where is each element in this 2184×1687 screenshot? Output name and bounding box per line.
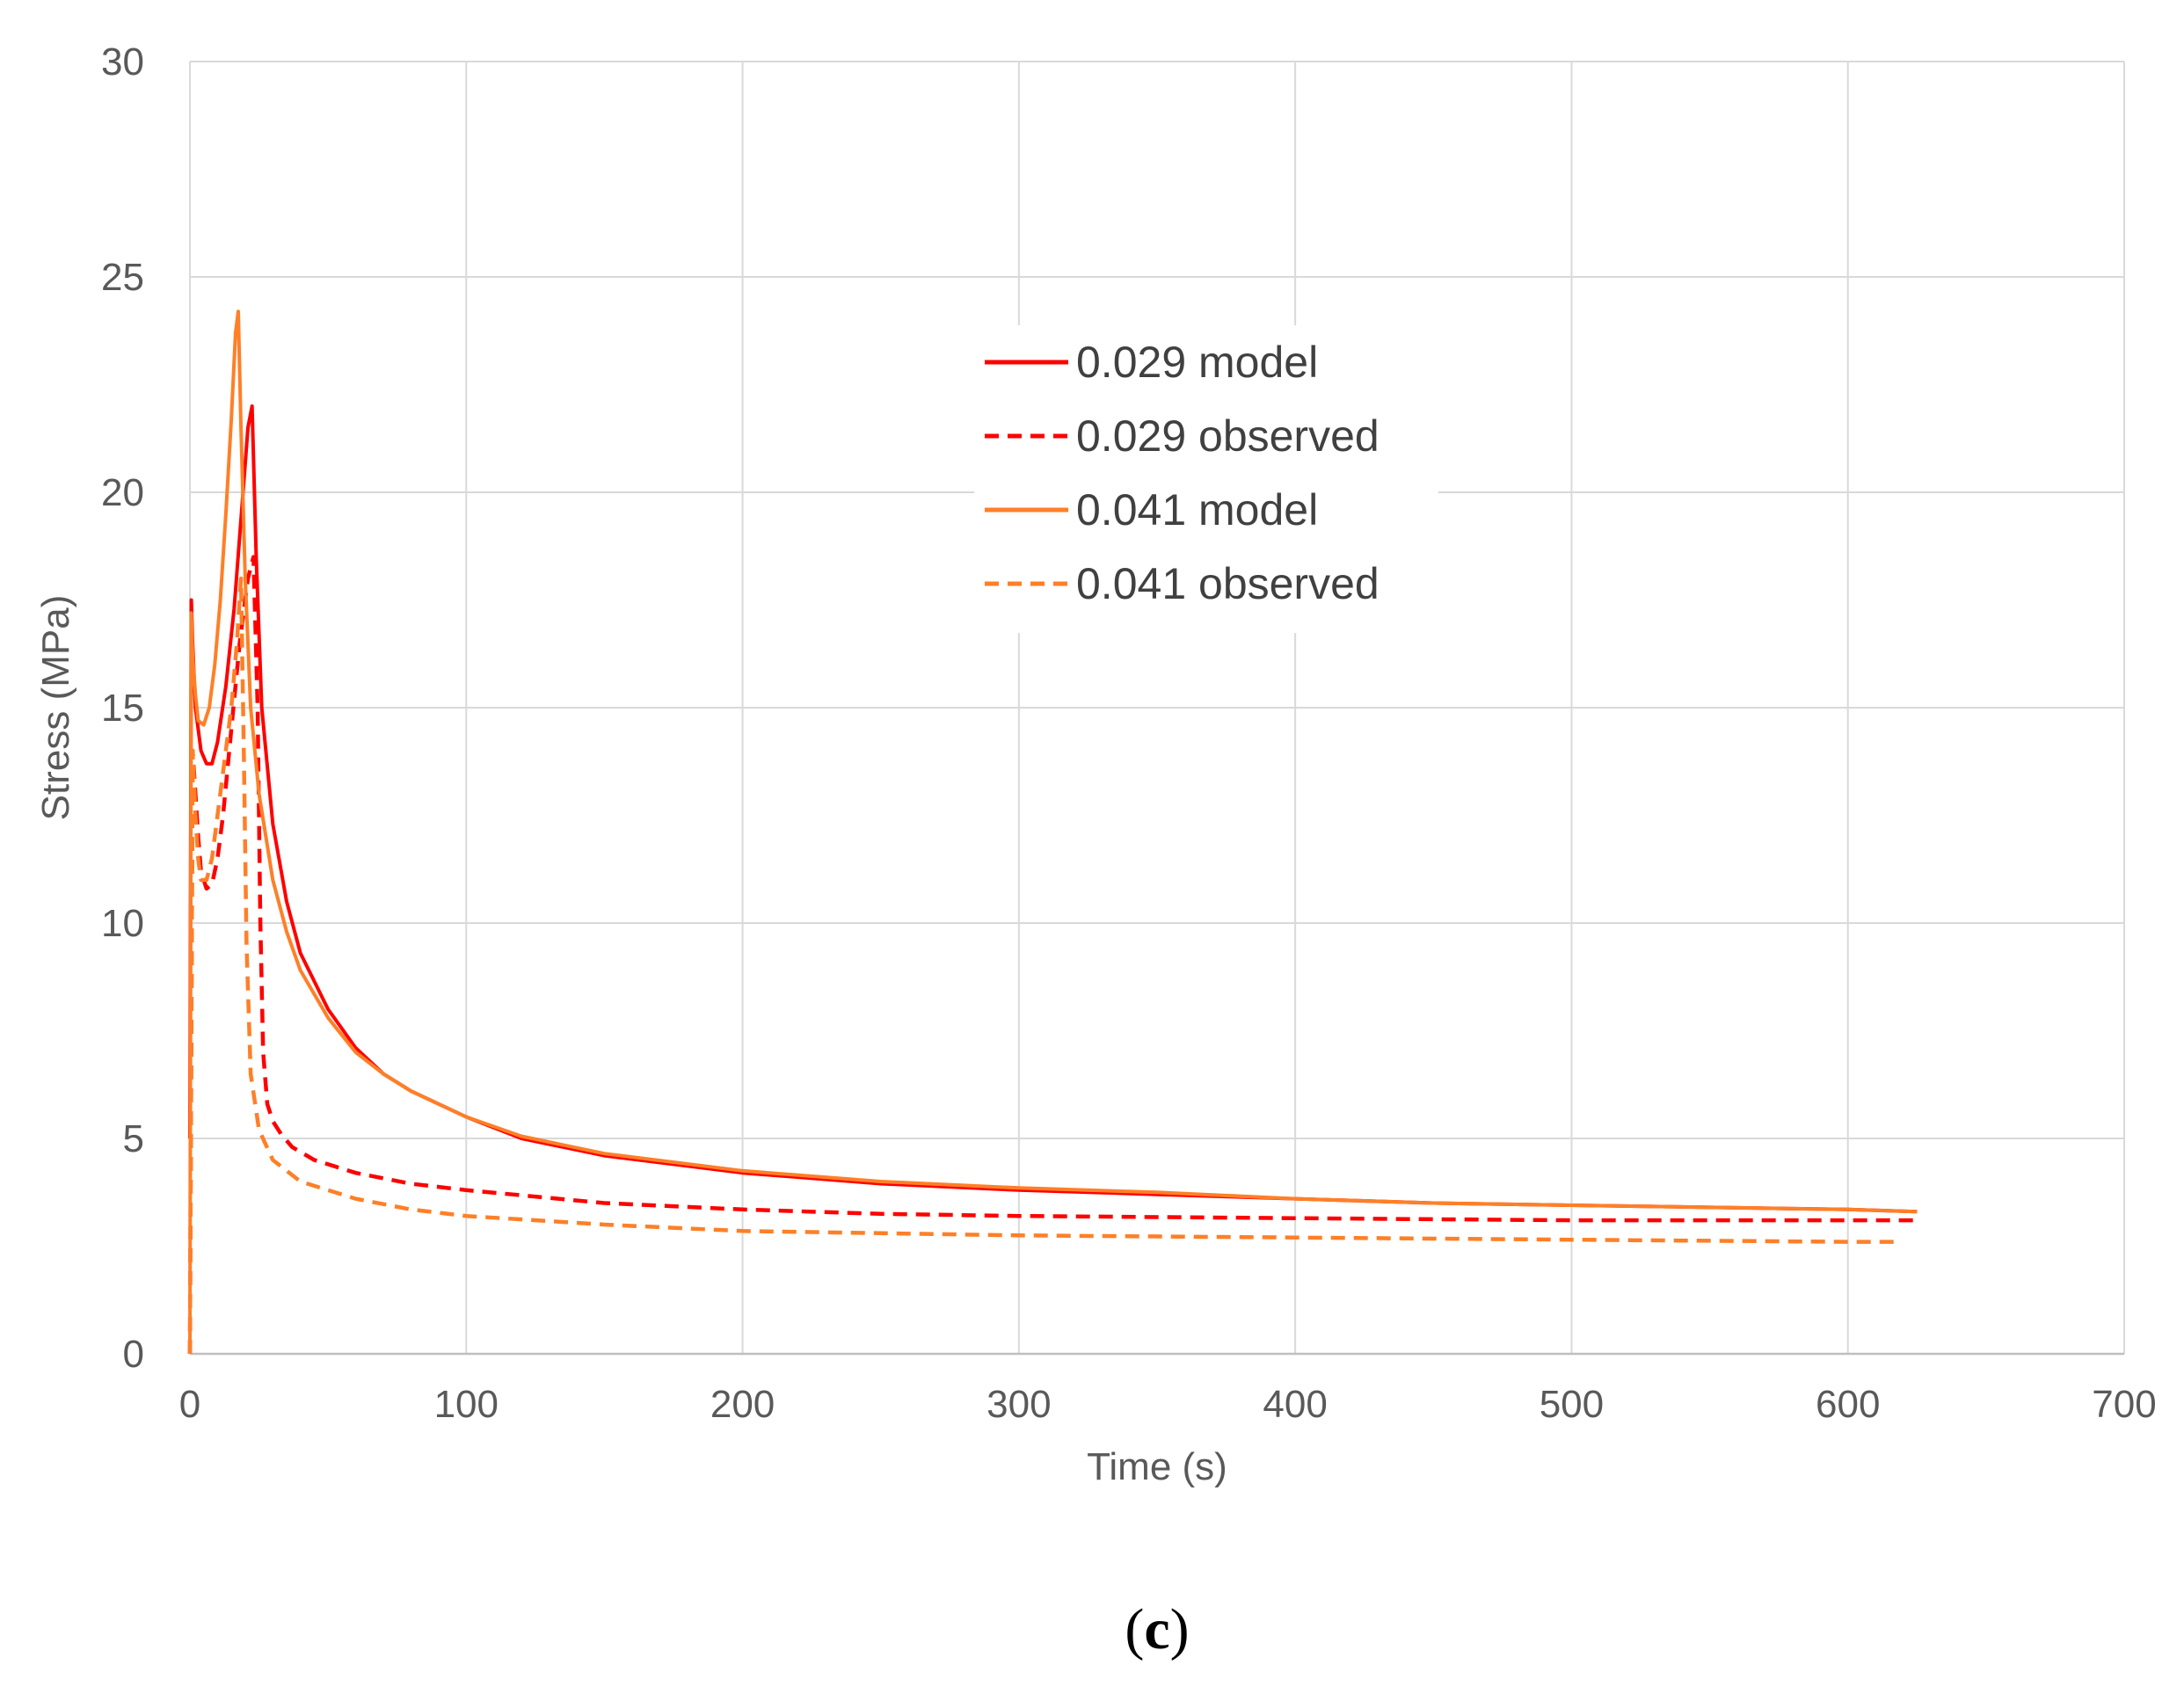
x-tick-label-0: 0 <box>179 1383 200 1426</box>
y-tick-label-5: 25 <box>101 256 144 299</box>
series-line-1 <box>187 555 1918 1355</box>
x-tick-label-2: 200 <box>710 1383 775 1426</box>
legend: 0.029 model 0.029 observed 0.041 model 0.04… <box>974 325 1438 633</box>
x-tick-label-3: 300 <box>986 1383 1051 1426</box>
x-tick-label-1: 100 <box>434 1383 499 1426</box>
data-series <box>187 309 1918 1355</box>
x-tick-label-6: 600 <box>1816 1383 1880 1426</box>
x-tick-label-5: 500 <box>1540 1383 1604 1426</box>
y-axis-title: Stress (MPa) <box>34 595 77 821</box>
legend-label-1: 0.029 observed <box>1076 411 1380 461</box>
y-tick-label-1: 5 <box>123 1117 144 1160</box>
y-tick-label-0: 0 <box>123 1333 144 1376</box>
x-tick-label-7: 700 <box>2092 1383 2156 1426</box>
panel-label-close: ) <box>1170 1597 1190 1662</box>
series-line-2 <box>188 309 1918 1355</box>
y-tick-label-6: 30 <box>101 40 144 84</box>
legend-label-0: 0.029 model <box>1076 338 1318 387</box>
x-tick-label-4: 400 <box>1263 1383 1327 1426</box>
series-line-3 <box>187 576 1898 1355</box>
x-axis-title: Time (s) <box>1087 1445 1227 1488</box>
y-tick-label-4: 20 <box>101 471 144 514</box>
legend-label-2: 0.041 model <box>1076 485 1318 534</box>
legend-background <box>974 325 1438 633</box>
y-tick-label-3: 15 <box>101 687 144 730</box>
y-tick-label-2: 10 <box>101 902 144 945</box>
panel-label-letter: c <box>1144 1597 1169 1662</box>
grid-lines <box>190 61 2125 1354</box>
panel-label: (c) <box>1125 1597 1189 1662</box>
legend-label-3: 0.041 observed <box>1076 559 1380 608</box>
panel-label-open: ( <box>1125 1597 1144 1662</box>
